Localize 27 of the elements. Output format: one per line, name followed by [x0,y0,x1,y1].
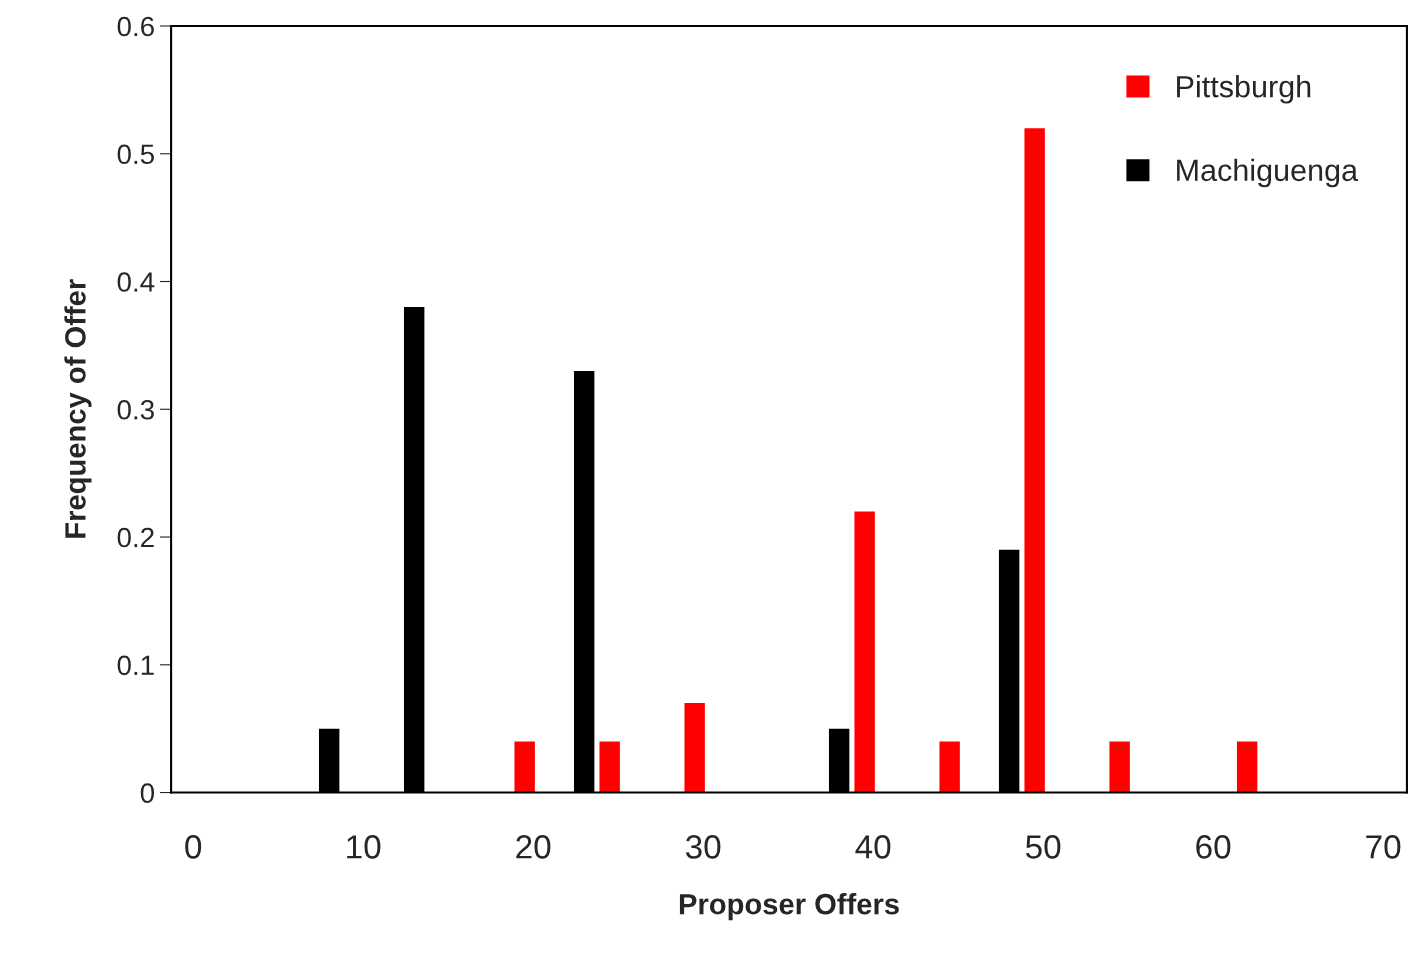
x-tick-label: 40 [855,835,891,859]
y-tick-label: 0.6 [117,16,154,37]
x-tick-label: 10 [347,835,381,859]
x-axis-title: Proposer Offers [679,893,899,921]
bar [599,741,620,793]
y-tick-label: 0.2 [117,527,154,548]
legend-label: Pittsburgh [1177,75,1311,104]
y-tick-label: 0.3 [117,399,154,420]
y-tick-label: 0 [140,783,155,803]
bar [514,741,535,793]
bar [854,511,875,793]
x-tick-label: 20 [516,835,551,859]
x-tick-label: 70 [1366,835,1401,859]
bar [939,741,960,793]
x-tick-label: 60 [1196,835,1231,859]
legend-label: Machiguenga [1177,158,1359,188]
bar [684,703,705,793]
y-tick-label: 0.4 [117,272,155,292]
bar [1236,741,1258,793]
x-tick-label: 0 [185,835,202,859]
bar [1024,128,1045,793]
bar [1109,741,1130,793]
y-tick-label: 0.1 [117,655,154,676]
x-tick-label: 30 [685,835,721,859]
x-tick-label: 50 [1025,835,1061,859]
y-tick-label: 0.5 [117,144,154,165]
y-axis-title: Frequency of Offer [64,279,92,538]
